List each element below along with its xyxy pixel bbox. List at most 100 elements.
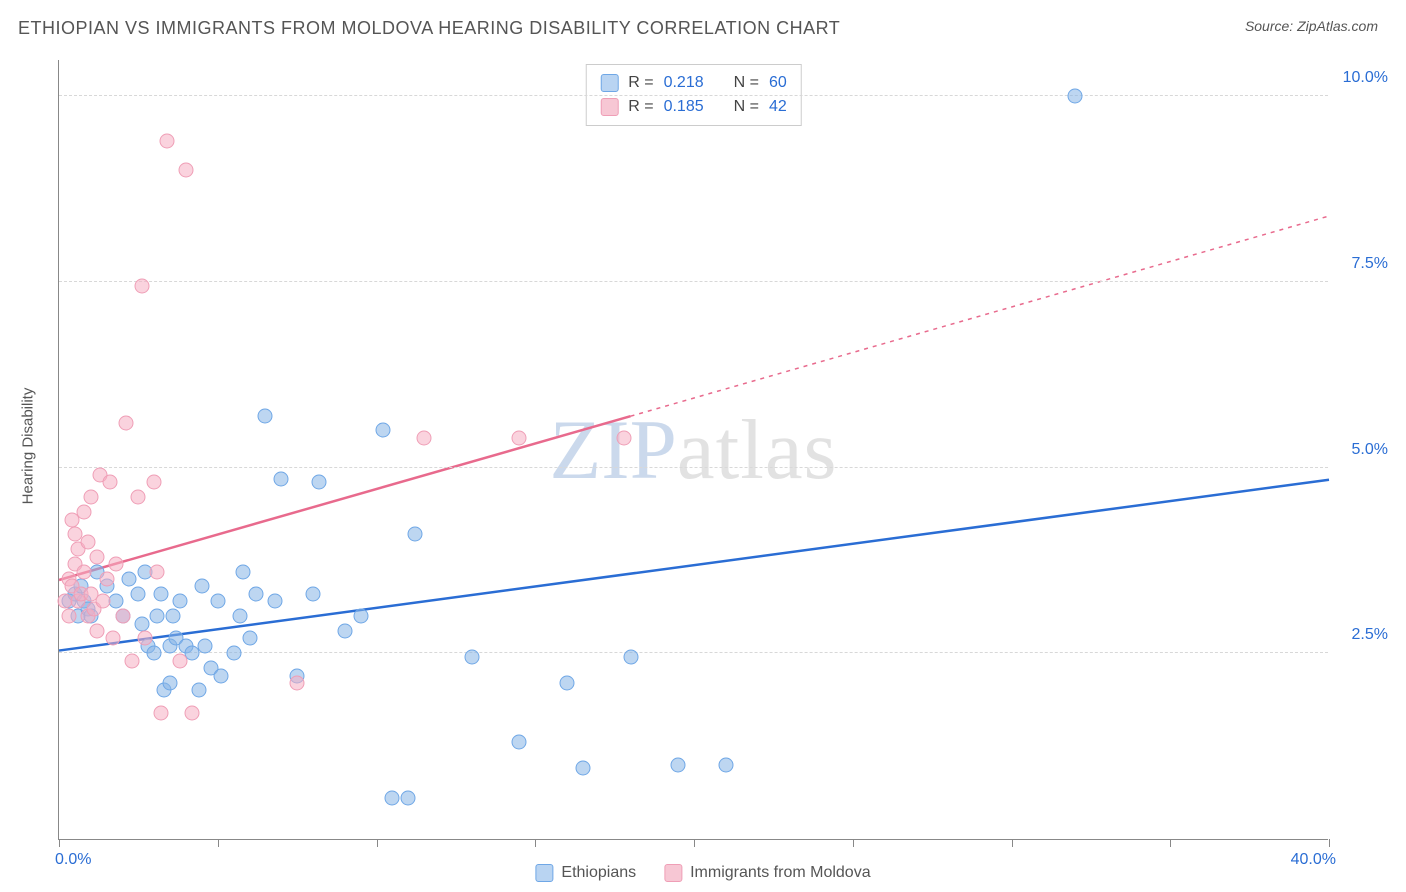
legend-r-label: R = [628, 71, 653, 95]
scatter-point [147, 646, 162, 661]
trend-line-extrapolated [631, 216, 1330, 416]
scatter-point [77, 505, 92, 520]
scatter-point [306, 586, 321, 601]
watermark-part-3: atlas [677, 403, 838, 497]
y-tick-label: 2.5% [1333, 626, 1388, 644]
scatter-point [512, 735, 527, 750]
scatter-point [150, 564, 165, 579]
x-tick [1012, 839, 1013, 847]
scatter-point [179, 163, 194, 178]
legend-n-label: N = [734, 95, 759, 119]
legend-n-value: 42 [769, 95, 787, 119]
gridline [59, 467, 1328, 468]
legend-swatch-icon [664, 864, 682, 882]
legend-n-label: N = [734, 71, 759, 95]
x-tick [218, 839, 219, 847]
x-tick [59, 839, 60, 847]
watermark-part-1: Z [549, 403, 601, 497]
scatter-point [353, 609, 368, 624]
watermark-part-2: IP [601, 403, 677, 497]
scatter-point [194, 579, 209, 594]
scatter-point [617, 430, 632, 445]
scatter-point [134, 616, 149, 631]
x-axis-max-label: 40.0% [1291, 851, 1336, 869]
scatter-point [105, 631, 120, 646]
scatter-point [417, 430, 432, 445]
trend-lines-layer [59, 60, 1329, 840]
scatter-point [125, 653, 140, 668]
scatter-point [385, 791, 400, 806]
x-tick [535, 839, 536, 847]
legend-n-value: 60 [769, 71, 787, 95]
scatter-point [375, 423, 390, 438]
scatter-point [290, 676, 305, 691]
legend-r-value: 0.185 [664, 95, 704, 119]
scatter-point [1068, 89, 1083, 104]
x-tick [1329, 839, 1330, 847]
scatter-point [77, 564, 92, 579]
scatter-point [83, 490, 98, 505]
series-legend-label: Immigrants from Moldova [690, 864, 871, 882]
gridline [59, 281, 1328, 282]
series-legend: Ethiopians Immigrants from Moldova [535, 864, 870, 882]
y-tick-label: 5.0% [1333, 441, 1388, 459]
series-legend-item: Immigrants from Moldova [664, 864, 871, 882]
chart-container: ETHIOPIAN VS IMMIGRANTS FROM MOLDOVA HEA… [0, 0, 1406, 892]
series-legend-item: Ethiopians [535, 864, 636, 882]
x-axis-min-label: 0.0% [55, 851, 91, 869]
scatter-point [134, 278, 149, 293]
scatter-point [159, 133, 174, 148]
scatter-point [623, 650, 638, 665]
scatter-point [150, 609, 165, 624]
trend-line [59, 480, 1329, 651]
plot-area: ZIPatlas R = 0.218 N = 60 R = 0.185 N = … [58, 60, 1328, 840]
scatter-point [131, 586, 146, 601]
scatter-point [337, 624, 352, 639]
scatter-point [407, 527, 422, 542]
scatter-point [153, 586, 168, 601]
scatter-point [248, 586, 263, 601]
scatter-point [312, 475, 327, 490]
scatter-point [109, 557, 124, 572]
watermark: ZIPatlas [549, 401, 837, 499]
scatter-point [163, 676, 178, 691]
scatter-point [198, 638, 213, 653]
legend-r-value: 0.218 [664, 71, 704, 95]
scatter-point [191, 683, 206, 698]
scatter-point [267, 594, 282, 609]
scatter-point [80, 534, 95, 549]
scatter-point [90, 624, 105, 639]
scatter-point [99, 572, 114, 587]
scatter-point [61, 609, 76, 624]
scatter-point [718, 757, 733, 772]
y-tick-label: 7.5% [1333, 255, 1388, 273]
legend-swatch-series-2 [600, 98, 618, 116]
scatter-point [172, 594, 187, 609]
scatter-point [512, 430, 527, 445]
series-legend-label: Ethiopians [561, 864, 636, 882]
scatter-point [213, 668, 228, 683]
scatter-point [131, 490, 146, 505]
scatter-point [226, 646, 241, 661]
scatter-point [90, 549, 105, 564]
scatter-point [102, 475, 117, 490]
gridline [59, 652, 1328, 653]
legend-swatch-icon [535, 864, 553, 882]
scatter-point [236, 564, 251, 579]
scatter-point [121, 572, 136, 587]
legend-swatch-series-1 [600, 74, 618, 92]
scatter-point [671, 757, 686, 772]
x-tick [853, 839, 854, 847]
scatter-point [464, 650, 479, 665]
scatter-point [137, 631, 152, 646]
scatter-point [118, 416, 133, 431]
y-axis-title: Hearing Disability [20, 388, 37, 505]
scatter-point [242, 631, 257, 646]
stats-legend-row: R = 0.185 N = 42 [600, 95, 787, 119]
chart-title: ETHIOPIAN VS IMMIGRANTS FROM MOLDOVA HEA… [18, 18, 840, 39]
y-tick-label: 10.0% [1333, 69, 1388, 87]
scatter-point [172, 653, 187, 668]
scatter-point [147, 475, 162, 490]
scatter-point [115, 609, 130, 624]
scatter-point [166, 609, 181, 624]
